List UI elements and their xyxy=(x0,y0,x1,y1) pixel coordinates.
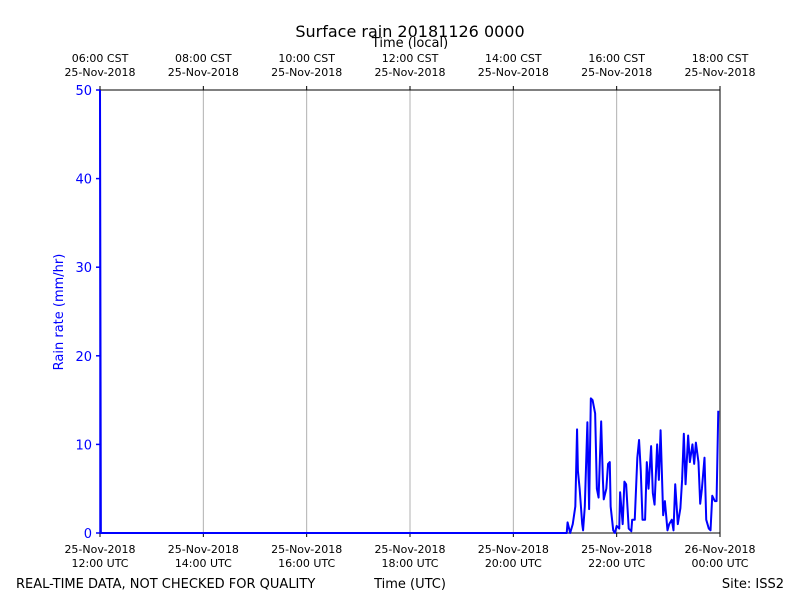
chart-title: Surface rain 20181126 0000 xyxy=(295,22,524,41)
x2-tick-label: 10:00 CST 25-Nov-2018 xyxy=(271,52,342,79)
x2-axis-label: Time (local) xyxy=(371,36,448,51)
x-tick-label: 25-Nov-2018 12:00 UTC xyxy=(64,543,135,570)
footer-left: REAL-TIME DATA, NOT CHECKED FOR QUALITY xyxy=(16,577,315,592)
x2-tick-label: 06:00 CST 25-Nov-2018 xyxy=(64,52,135,79)
x-tick-label: 25-Nov-2018 18:00 UTC xyxy=(374,543,445,570)
x2-tick-label: 08:00 CST 25-Nov-2018 xyxy=(168,52,239,79)
x-tick-label: 25-Nov-2018 16:00 UTC xyxy=(271,543,342,570)
y-tick-label: 20 xyxy=(75,350,92,365)
y-tick-label: 10 xyxy=(75,438,92,453)
x2-tick-label: 12:00 CST 25-Nov-2018 xyxy=(374,52,445,79)
y-axis-label: Rain rate (mm/hr) xyxy=(52,254,67,371)
y-tick-label: 30 xyxy=(75,261,92,276)
x-tick-label: 25-Nov-2018 20:00 UTC xyxy=(478,543,549,570)
footer-right: Site: ISS2 xyxy=(722,577,784,592)
x2-tick-label: 14:00 CST 25-Nov-2018 xyxy=(478,52,549,79)
y-tick-label: 50 xyxy=(75,84,92,99)
x-tick-label: 26-Nov-2018 00:00 UTC xyxy=(684,543,755,570)
x-axis-label: Time (UTC) xyxy=(373,577,446,592)
y-tick-label: 40 xyxy=(75,173,92,188)
x2-tick-label: 16:00 CST 25-Nov-2018 xyxy=(581,52,652,79)
x-tick-label: 25-Nov-2018 14:00 UTC xyxy=(168,543,239,570)
y-tick-label: 0 xyxy=(84,527,92,542)
rain-line xyxy=(99,89,720,534)
x2-tick-label: 18:00 CST 25-Nov-2018 xyxy=(684,52,755,79)
x-tick-label: 25-Nov-2018 22:00 UTC xyxy=(581,543,652,570)
